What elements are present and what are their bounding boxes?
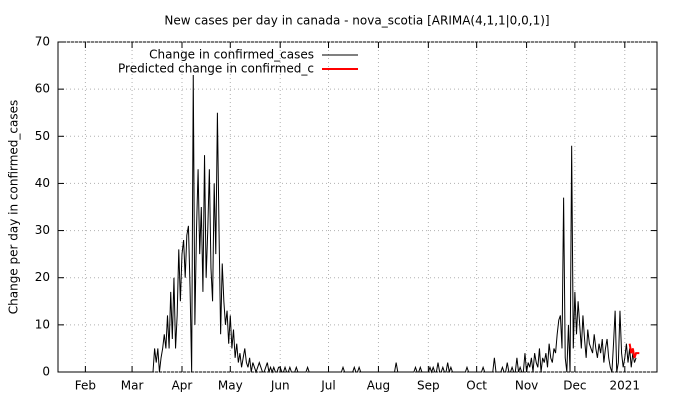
x-tick-label: Apr [172, 379, 193, 393]
series-line [58, 74, 637, 374]
x-tick-label: Mar [121, 379, 144, 393]
series-line [628, 343, 640, 359]
x-tick-label: May [218, 379, 243, 393]
x-tick-label: Jun [270, 379, 290, 393]
x-tick-label: Feb [75, 379, 96, 393]
y-tick-label: 10 [35, 317, 50, 331]
x-tick-label: Aug [367, 379, 390, 393]
y-axis-label: Change per day in confirmed_cases [7, 100, 21, 315]
plot-frame [57, 41, 658, 373]
x-tick-label: Dec [563, 379, 586, 393]
legend-label: Predicted change in confirmed_c [118, 62, 314, 76]
y-tick-label: 30 [35, 223, 50, 237]
x-tick-label: Nov [515, 379, 538, 393]
x-tick-label: Jul [320, 379, 335, 393]
legend-label: Change in confirmed_cases [149, 48, 314, 62]
x-tick-label: Sep [417, 379, 440, 393]
x-tick-label: Oct [466, 379, 487, 393]
y-tick-label: 0 [42, 365, 50, 379]
x-tick-label: 2021 [610, 379, 641, 393]
y-tick-label: 50 [35, 129, 50, 143]
y-tick-label: 40 [35, 176, 50, 190]
chart-title: New cases per day in canada - nova_scoti… [164, 14, 549, 28]
y-tick-label: 70 [35, 35, 50, 49]
y-tick-label: 60 [35, 82, 50, 96]
y-tick-label: 20 [35, 270, 50, 284]
